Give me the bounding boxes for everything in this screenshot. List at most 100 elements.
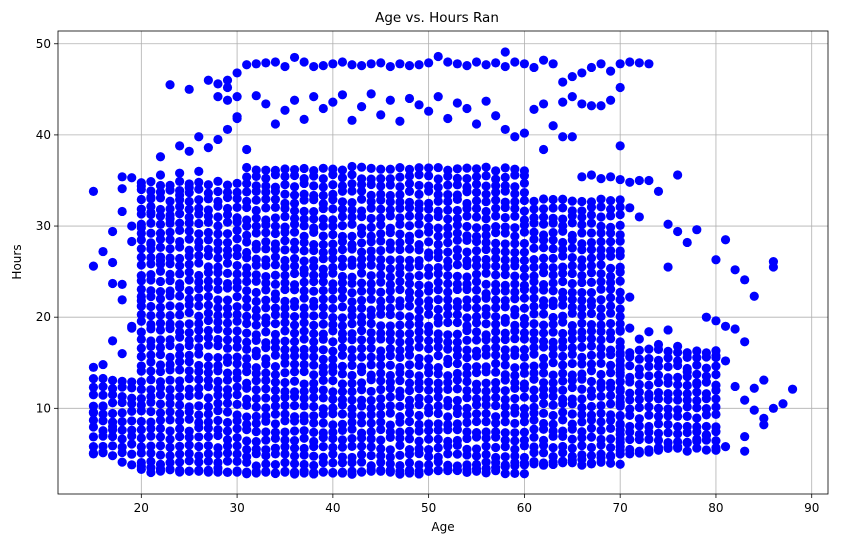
scatter-point xyxy=(194,277,204,287)
scatter-point xyxy=(376,360,386,370)
scatter-point xyxy=(376,245,386,256)
scatter-point xyxy=(682,411,692,421)
scatter-point xyxy=(203,340,213,350)
scatter-point xyxy=(261,411,271,421)
scatter-point xyxy=(337,361,348,371)
scatter-point xyxy=(261,255,271,265)
scatter-point xyxy=(443,354,453,365)
scatter-point xyxy=(280,386,290,397)
scatter-point xyxy=(538,384,549,394)
scatter-point xyxy=(558,221,568,231)
scatter-point xyxy=(356,194,367,204)
scatter-point xyxy=(328,229,338,240)
scatter-point xyxy=(376,277,386,287)
scatter-point xyxy=(318,61,328,71)
scatter-point xyxy=(577,228,587,238)
scatter-point xyxy=(242,172,252,182)
scatter-point xyxy=(289,336,300,347)
scatter-point xyxy=(558,407,568,417)
scatter-point xyxy=(481,441,491,451)
scatter-point xyxy=(538,99,549,109)
scatter-point xyxy=(634,394,644,405)
scatter-point xyxy=(107,336,118,346)
scatter-point xyxy=(270,329,281,340)
scatter-point xyxy=(184,414,194,424)
scatter-point xyxy=(471,335,482,345)
scatter-point xyxy=(653,445,664,455)
scatter-point xyxy=(155,366,166,377)
scatter-point xyxy=(280,198,290,209)
scatter-point xyxy=(251,287,261,298)
scatter-point xyxy=(213,79,223,89)
scatter-point xyxy=(395,276,405,287)
scatter-point xyxy=(500,255,510,265)
scatter-point xyxy=(385,294,395,304)
scatter-point xyxy=(328,346,338,356)
scatter-point xyxy=(222,310,233,320)
scatter-point xyxy=(586,261,597,271)
scatter-point xyxy=(107,408,118,419)
scatter-point xyxy=(625,388,635,398)
scatter-point xyxy=(404,186,415,196)
scatter-point xyxy=(318,240,328,250)
scatter-point xyxy=(184,212,194,222)
scatter-point xyxy=(261,295,271,305)
scatter-point xyxy=(491,174,501,184)
scatter-point xyxy=(146,391,156,402)
scatter-point xyxy=(203,361,213,371)
scatter-point xyxy=(433,304,443,315)
scatter-point xyxy=(443,223,453,233)
scatter-point xyxy=(328,442,338,453)
scatter-point xyxy=(251,402,261,412)
scatter-point xyxy=(452,435,462,446)
scatter-point xyxy=(404,458,415,468)
scatter-point xyxy=(538,55,549,65)
scatter-point xyxy=(194,342,204,353)
scatter-point xyxy=(98,373,108,384)
scatter-point xyxy=(500,394,510,405)
scatter-point xyxy=(395,284,405,295)
scatter-point xyxy=(299,426,309,436)
scatter-point xyxy=(280,458,290,468)
scatter-point xyxy=(577,454,587,464)
scatter-point xyxy=(424,426,434,436)
scatter-point xyxy=(328,387,338,397)
scatter-point xyxy=(98,390,108,400)
scatter-point xyxy=(366,190,376,200)
scatter-point xyxy=(356,362,367,372)
scatter-point xyxy=(462,61,472,71)
scatter-point xyxy=(443,247,453,257)
scatter-point xyxy=(289,182,300,192)
scatter-point xyxy=(529,432,539,442)
scatter-point xyxy=(347,197,357,208)
scatter-point xyxy=(385,377,395,387)
scatter-point xyxy=(337,321,348,331)
scatter-point xyxy=(299,293,309,303)
scatter-point xyxy=(605,399,616,409)
scatter-point xyxy=(500,270,510,280)
scatter-point xyxy=(548,350,558,360)
scatter-point xyxy=(251,330,261,340)
scatter-point xyxy=(280,467,290,477)
scatter-point xyxy=(548,426,558,436)
scatter-point xyxy=(778,399,788,409)
scatter-point xyxy=(404,279,415,289)
scatter-point xyxy=(424,213,434,223)
scatter-point xyxy=(309,214,319,224)
scatter-point xyxy=(366,352,376,362)
scatter-point xyxy=(318,393,328,403)
scatter-point xyxy=(433,313,443,323)
scatter-point xyxy=(261,181,271,191)
scatter-point xyxy=(146,301,156,312)
scatter-point xyxy=(519,368,530,378)
scatter-point xyxy=(337,221,348,231)
scatter-point xyxy=(251,427,261,437)
scatter-point xyxy=(577,327,587,337)
scatter-point xyxy=(673,341,683,351)
scatter-point xyxy=(567,243,577,253)
scatter-point xyxy=(424,466,434,476)
scatter-point xyxy=(586,228,597,238)
scatter-point xyxy=(433,363,443,373)
scatter-point xyxy=(471,119,482,129)
scatter-point xyxy=(740,275,750,285)
